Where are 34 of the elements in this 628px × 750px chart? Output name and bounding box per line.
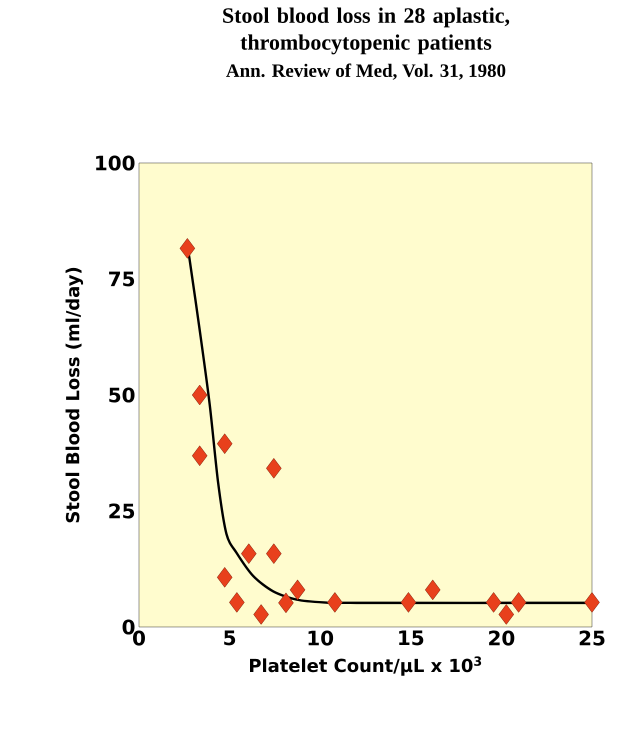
- x-tick-label: 5: [224, 630, 236, 646]
- x-tick-label: 0: [133, 630, 145, 646]
- point: [498, 604, 514, 625]
- point: [216, 567, 232, 588]
- y-tick-label: 25: [109, 503, 134, 519]
- y-tick-label: 50: [109, 387, 135, 403]
- point: [486, 592, 502, 613]
- x-tick-label: 15: [399, 630, 424, 646]
- point: [327, 592, 343, 613]
- y-tick-label: 0: [122, 619, 135, 635]
- point: [278, 592, 294, 614]
- point: [266, 543, 282, 564]
- point: [290, 580, 306, 600]
- point: [400, 592, 416, 613]
- point: [216, 433, 232, 454]
- point: [424, 580, 440, 600]
- x-tick-label: 10: [308, 630, 334, 646]
- point: [229, 592, 245, 613]
- y-tick-label: 100: [96, 155, 135, 171]
- point: [241, 543, 257, 564]
- y-tick-label: 75: [109, 272, 134, 286]
- point: [253, 604, 269, 625]
- x-tick-label: 20: [489, 630, 514, 646]
- x-axis-title: Platelet Count/µL x 10$^{3}$: [250, 656, 482, 676]
- y-axis-title: Stool Blood Loss (ml/day): [66, 268, 84, 522]
- point: [510, 592, 526, 613]
- chart-title: Stool blood loss in 28 aplastic, thrombocytopenic patients: [223, 8, 510, 54]
- point: [180, 238, 196, 259]
- text: Ann. Review of Med, Vol. 31, 1980: [226, 64, 506, 80]
- point: [266, 458, 282, 479]
- point: [192, 384, 208, 406]
- point: [192, 446, 208, 466]
- point: [584, 592, 600, 613]
- x-tick-label: 25: [580, 630, 604, 646]
